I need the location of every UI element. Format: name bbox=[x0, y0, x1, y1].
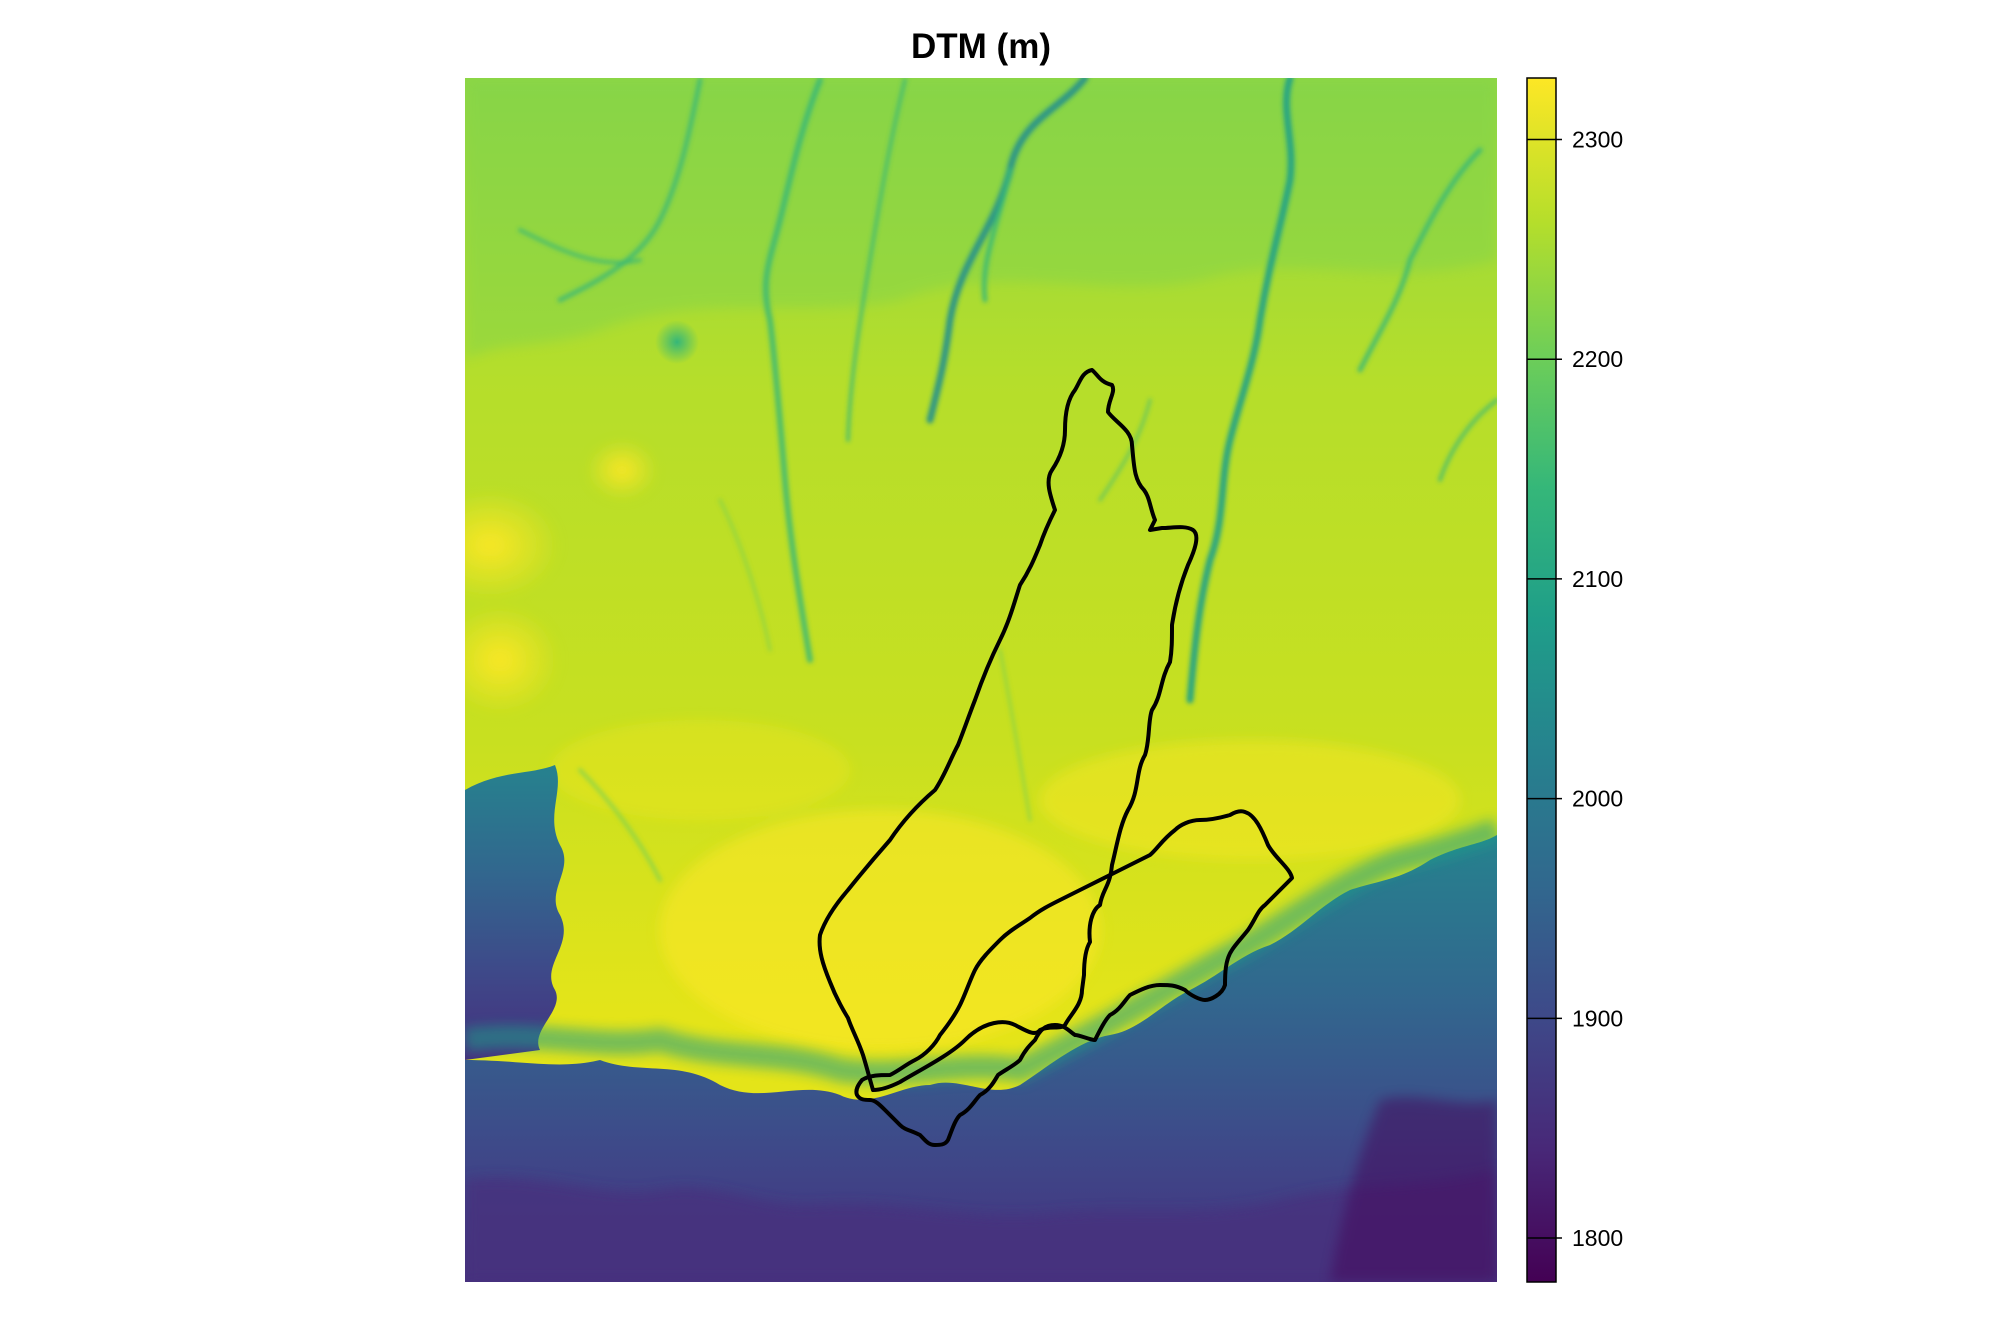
colorbar-tick-label: 2100 bbox=[1572, 566, 1623, 592]
transition-band bbox=[465, 818, 1497, 1085]
region-outlines bbox=[817, 368, 1294, 1147]
southern-lowlands bbox=[465, 835, 1497, 1282]
elevation-colorbar: 2300 2200 2100 2000 1900 1800 bbox=[1526, 77, 1623, 1283]
colorbar-tick-label: 2000 bbox=[1572, 786, 1623, 812]
colorbar-tick-label: 1800 bbox=[1572, 1225, 1623, 1251]
southern-polygon-outline bbox=[854, 809, 1294, 1147]
northern-upland-green bbox=[465, 78, 1497, 360]
southeast-deep bbox=[1330, 1097, 1497, 1282]
colorbar-tick-label: 1900 bbox=[1572, 1005, 1623, 1031]
colorbar-tick-label: 2200 bbox=[1572, 346, 1623, 372]
high-ground-patches bbox=[465, 440, 1460, 1050]
map-title: DTM (m) bbox=[911, 27, 1051, 66]
colorbar-tick-label: 2300 bbox=[1572, 127, 1623, 153]
pond-feature bbox=[655, 320, 699, 364]
northern-polygon-outline bbox=[817, 368, 1199, 1092]
west-valley bbox=[465, 765, 565, 1060]
southern-deepest bbox=[465, 1170, 1497, 1282]
elevation-raster bbox=[465, 78, 1497, 1282]
lowland-areas bbox=[465, 765, 1497, 1282]
colorbar-ramp bbox=[1526, 77, 1557, 1283]
colorbar-ticks: 2300 2200 2100 2000 1900 1800 bbox=[1527, 127, 1623, 1251]
drainage-network bbox=[518, 78, 1497, 882]
